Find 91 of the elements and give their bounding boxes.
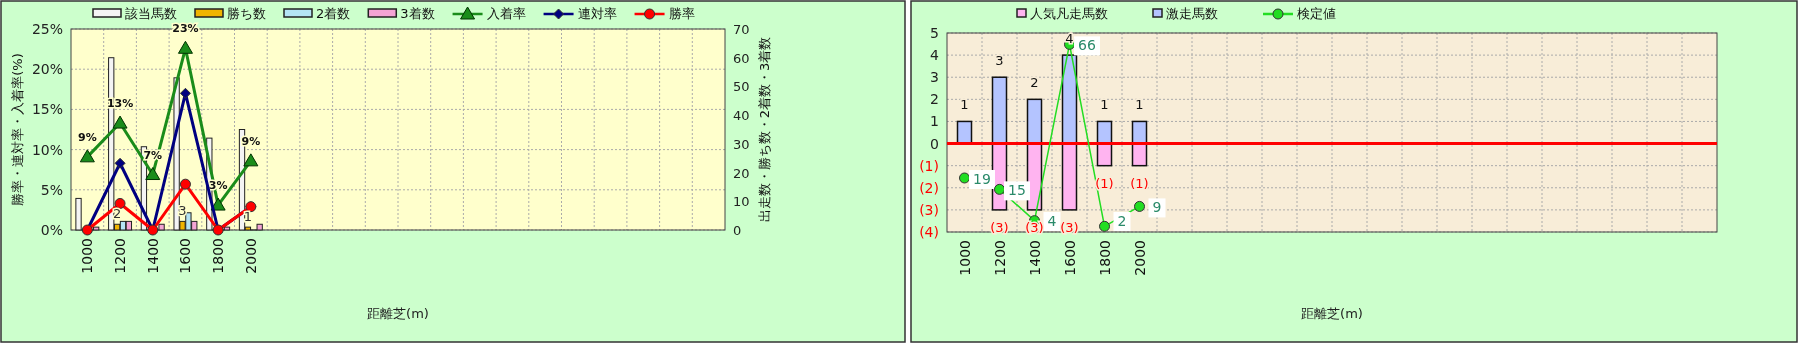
data-label: 2: [1030, 75, 1039, 91]
y-tick-label: (3): [919, 201, 939, 218]
data-label: 19: [973, 170, 991, 187]
data-label: 15: [1008, 182, 1026, 199]
x-axis-title: 距離芝(m): [367, 306, 429, 321]
bar: [223, 226, 231, 231]
y-tick-label: 4: [930, 47, 940, 64]
data-label: 4: [1065, 31, 1074, 47]
data-label: 4: [1047, 213, 1057, 229]
x-tick-label: 1200: [991, 240, 1008, 276]
y2-axis-title: 出走数・勝ち数・2着数・3着数: [757, 36, 772, 223]
y-tick-label: (2): [919, 179, 939, 196]
legend-label: 連対率: [577, 6, 617, 21]
y2-tick-label: 20: [733, 165, 750, 181]
data-label: 3: [995, 53, 1004, 69]
point: [112, 115, 128, 129]
point: [177, 40, 193, 54]
data-label: (3): [990, 219, 1009, 235]
legend-label: 入着率: [486, 6, 526, 21]
data-label: 1: [243, 209, 253, 225]
point: [994, 183, 1005, 195]
x-axis-title: 距離芝(m): [1301, 306, 1363, 321]
x-tick-label: 1800: [1096, 240, 1113, 276]
x-tick-label: 1000: [79, 238, 96, 274]
bar: [75, 197, 82, 231]
y-tick-label: 1: [930, 113, 939, 130]
point: [959, 172, 970, 184]
bar: [991, 76, 1008, 145]
bar: [1061, 142, 1078, 211]
bar: [93, 226, 100, 231]
point: [179, 178, 191, 190]
x-tick-label: 1400: [144, 238, 161, 274]
data-label: 2: [112, 206, 122, 222]
point: [79, 149, 95, 163]
bar: [1026, 98, 1043, 145]
y-tick-label: 0: [930, 135, 939, 152]
y-tick-label: (4): [919, 224, 939, 240]
legend-label: 激走馬数: [1166, 6, 1218, 21]
legend-label: 2着数: [316, 6, 351, 21]
x-tick-label: 1400: [1026, 240, 1043, 276]
y-tick-label: 20%: [31, 61, 63, 78]
y2-tick-label: 10: [733, 194, 750, 210]
y2-tick-label: 50: [733, 79, 750, 95]
point: [114, 197, 126, 209]
point: [145, 167, 161, 181]
y-tick-label: (1): [919, 157, 939, 174]
y-tick-label: 3: [930, 69, 939, 86]
y-tick-label: 25%: [31, 21, 63, 37]
legend-label: 該当馬数: [125, 6, 177, 21]
y-axis-title: 勝率・連対率・入着率(%): [10, 53, 25, 206]
data-label: 1: [960, 97, 969, 113]
y-tick-label: 0%: [40, 222, 63, 238]
data-label: 2: [1117, 213, 1127, 229]
data-label: 23%: [172, 22, 199, 36]
y2-tick-label: 60: [733, 50, 750, 66]
x-tick-label: 1200: [112, 238, 129, 274]
data-label: 1: [1100, 97, 1109, 113]
y-tick-label: 5: [930, 25, 939, 41]
y2-tick-label: 0: [733, 223, 742, 238]
point: [1099, 220, 1110, 232]
data-label: 66: [1078, 37, 1096, 54]
point: [1134, 200, 1145, 212]
y2-tick-label: 40: [733, 108, 750, 124]
x-tick-label: 1000: [956, 240, 973, 276]
bar: [158, 223, 165, 231]
legend-label: 人気凡走馬数: [1030, 6, 1108, 21]
y-tick-label: 2: [930, 91, 939, 108]
y2-tick-label: 30: [733, 136, 750, 152]
data-label: 9: [1152, 199, 1162, 216]
data-label: (3): [1025, 219, 1044, 235]
data-label: (1): [1095, 175, 1114, 191]
x-tick-label: 1600: [177, 238, 194, 274]
data-label: (1): [1130, 175, 1149, 191]
y-tick-label: 15%: [31, 101, 63, 118]
point: [114, 157, 126, 169]
x-tick-label: 1600: [1061, 240, 1078, 276]
x-tick-label: 1800: [210, 238, 227, 274]
legend-label: 勝ち数: [227, 6, 266, 21]
data-label: (3): [1060, 219, 1079, 235]
legend-label: 3着数: [400, 6, 435, 21]
point: [179, 87, 191, 99]
legend-label: 勝率: [668, 6, 695, 21]
y-tick-label: 10%: [31, 141, 63, 158]
point: [243, 153, 259, 167]
data-label: 9%: [78, 130, 97, 144]
data-label: 1: [1135, 97, 1144, 113]
y-tick-label: 5%: [40, 181, 63, 198]
x-tick-label: 2000: [1131, 240, 1148, 276]
legend-label: 検定値: [1297, 6, 1336, 21]
x-tick-label: 2000: [242, 238, 259, 274]
y2-tick-label: 70: [733, 22, 750, 37]
